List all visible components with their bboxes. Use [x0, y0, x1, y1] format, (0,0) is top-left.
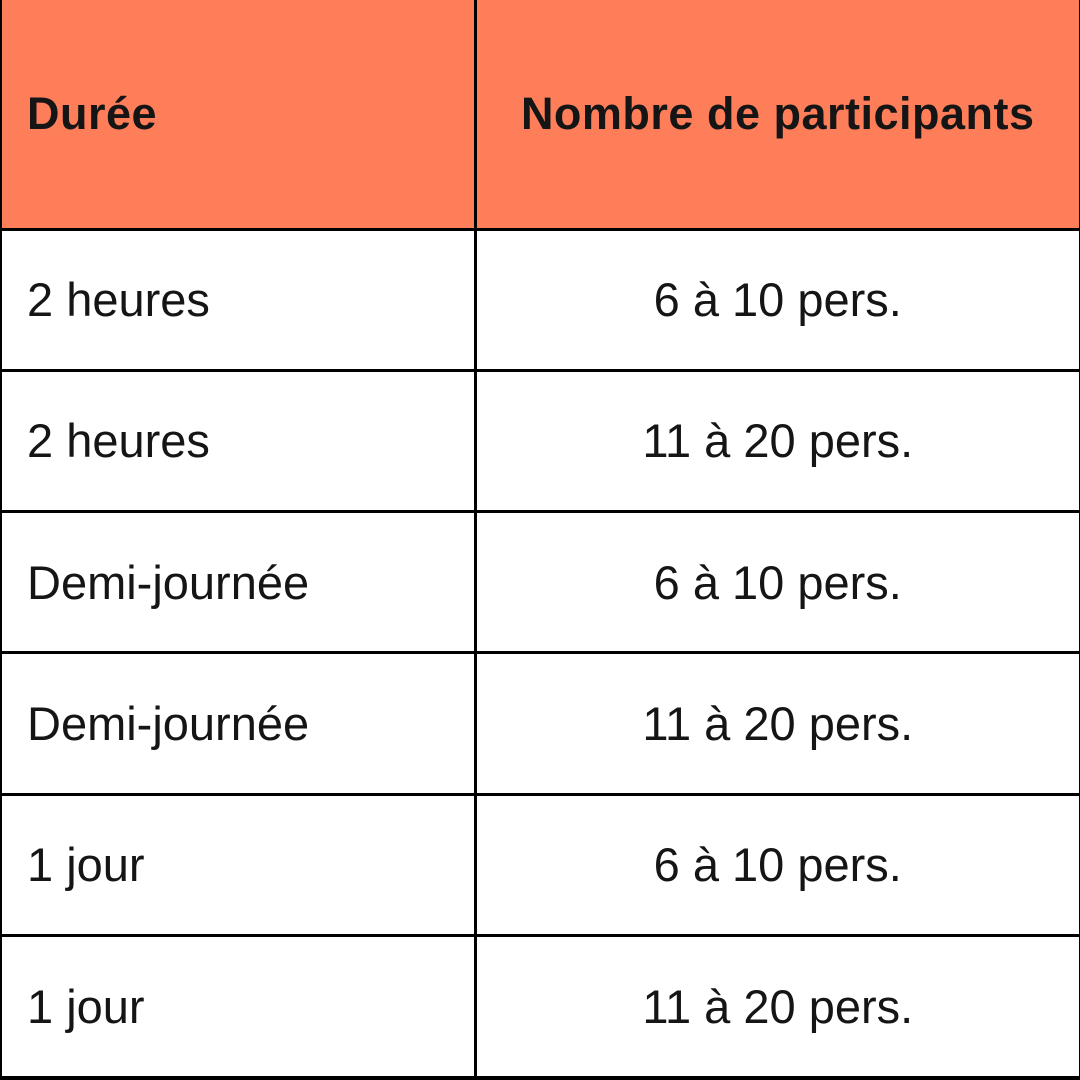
cell-duree: 2 heures: [0, 227, 477, 372]
cell-duree: Demi-journée: [0, 651, 477, 796]
cell-duree: Demi-journée: [0, 510, 477, 655]
cell-participants: 6 à 10 pers.: [473, 510, 1080, 655]
cell-duree: 2 heures: [0, 368, 477, 514]
header-participants: Nombre de participants: [473, 0, 1080, 231]
cell-participants: 6 à 10 pers.: [473, 227, 1080, 372]
cell-duree: 1 jour: [0, 933, 477, 1080]
table-row: Demi-journée 6 à 10 pers.: [0, 510, 1080, 655]
header-duree: Durée: [0, 0, 477, 231]
cell-participants: 11 à 20 pers.: [473, 933, 1080, 1080]
table-header-row: Durée Nombre de participants: [0, 0, 1080, 231]
table-row: 1 jour 6 à 10 pers.: [0, 792, 1080, 937]
table-row: 2 heures 6 à 10 pers.: [0, 227, 1080, 372]
cell-participants: 6 à 10 pers.: [473, 792, 1080, 937]
cell-participants: 11 à 20 pers.: [473, 368, 1080, 514]
cell-participants: 11 à 20 pers.: [473, 651, 1080, 796]
cell-duree: 1 jour: [0, 792, 477, 937]
table-row: 1 jour 11 à 20 pers.: [0, 933, 1080, 1080]
table-row: 2 heures 11 à 20 pers.: [0, 368, 1080, 514]
table-row: Demi-journée 11 à 20 pers.: [0, 651, 1080, 796]
